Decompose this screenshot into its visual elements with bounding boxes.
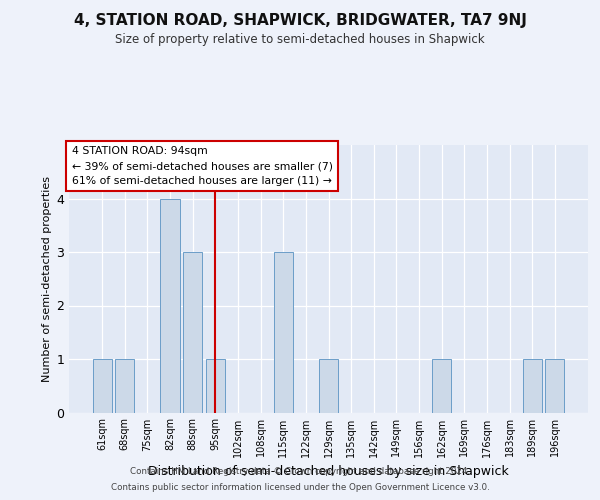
Text: Contains public sector information licensed under the Open Government Licence v3: Contains public sector information licen… [110, 484, 490, 492]
Bar [432, 359, 451, 412]
Bar [160, 198, 180, 412]
Bar [115, 359, 134, 412]
Bar [92, 359, 112, 412]
Bar [523, 359, 542, 412]
Bar [206, 359, 225, 412]
Y-axis label: Number of semi-detached properties: Number of semi-detached properties [42, 176, 52, 382]
Bar [183, 252, 202, 412]
Bar [545, 359, 565, 412]
Text: 4, STATION ROAD, SHAPWICK, BRIDGWATER, TA7 9NJ: 4, STATION ROAD, SHAPWICK, BRIDGWATER, T… [74, 12, 526, 28]
Text: Contains HM Land Registry data © Crown copyright and database right 2024.: Contains HM Land Registry data © Crown c… [130, 467, 470, 476]
Bar [319, 359, 338, 412]
Text: Size of property relative to semi-detached houses in Shapwick: Size of property relative to semi-detach… [115, 32, 485, 46]
Bar [274, 252, 293, 412]
Text: 4 STATION ROAD: 94sqm
← 39% of semi-detached houses are smaller (7)
61% of semi-: 4 STATION ROAD: 94sqm ← 39% of semi-deta… [71, 146, 332, 186]
X-axis label: Distribution of semi-detached houses by size in Shapwick: Distribution of semi-detached houses by … [148, 465, 509, 478]
